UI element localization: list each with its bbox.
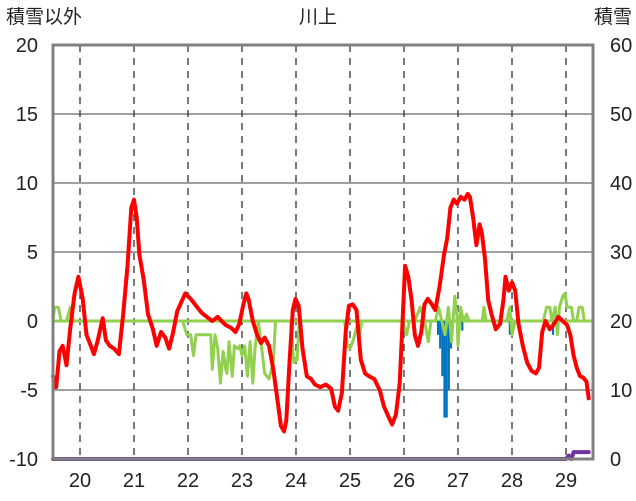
precipitation-bar bbox=[443, 321, 446, 418]
x-tick-label: 23 bbox=[231, 470, 253, 492]
left-tick-label: -5 bbox=[20, 380, 38, 402]
x-tick-label: 28 bbox=[501, 470, 523, 492]
right-tick-label: 30 bbox=[610, 242, 632, 264]
chart-title: 川上 bbox=[299, 6, 337, 28]
x-axis-ticks: 20 21 22 23 24 25 26 27 28 29 bbox=[69, 470, 577, 492]
left-tick-label: 10 bbox=[16, 173, 38, 195]
left-tick-label: 15 bbox=[16, 104, 38, 126]
right-tick-label: 10 bbox=[610, 380, 632, 402]
precipitation-bar bbox=[441, 321, 444, 377]
x-tick-label: 21 bbox=[123, 470, 145, 492]
left-tick-label: 0 bbox=[27, 311, 38, 333]
right-tick-label: 0 bbox=[610, 449, 621, 471]
left-tick-label: -10 bbox=[9, 449, 38, 471]
left-axis-ticks: 20 15 10 5 0 -5 -10 bbox=[9, 35, 38, 471]
gridlines bbox=[53, 45, 593, 459]
right-tick-label: 50 bbox=[610, 104, 632, 126]
precipitation-bar bbox=[436, 321, 440, 335]
right-axis-ticks: 60 50 40 30 20 10 0 bbox=[610, 35, 632, 471]
x-tick-label: 22 bbox=[177, 470, 199, 492]
left-tick-label: 5 bbox=[27, 242, 38, 264]
precipitation-bar bbox=[461, 321, 464, 331]
x-tick-label: 24 bbox=[285, 470, 307, 492]
x-tick-label: 20 bbox=[69, 470, 91, 492]
x-tick-label: 26 bbox=[393, 470, 415, 492]
right-axis-label: 積雪 bbox=[594, 6, 632, 28]
x-tick-label: 27 bbox=[447, 470, 469, 492]
left-tick-label: 20 bbox=[16, 35, 38, 57]
left-axis-label: 積雪以外 bbox=[6, 6, 82, 28]
right-tick-label: 60 bbox=[610, 35, 632, 57]
x-tick-label: 29 bbox=[555, 470, 577, 492]
precipitation-bar bbox=[445, 321, 448, 418]
x-tick-label: 25 bbox=[339, 470, 361, 492]
right-tick-label: 20 bbox=[610, 311, 632, 333]
precipitation-bar bbox=[447, 321, 450, 390]
temperature-line bbox=[51, 192, 591, 434]
right-tick-label: 40 bbox=[610, 173, 632, 195]
plot-frame bbox=[51, 43, 595, 461]
precipitation-bar bbox=[508, 321, 511, 335]
precipitation-bar bbox=[439, 321, 442, 349]
